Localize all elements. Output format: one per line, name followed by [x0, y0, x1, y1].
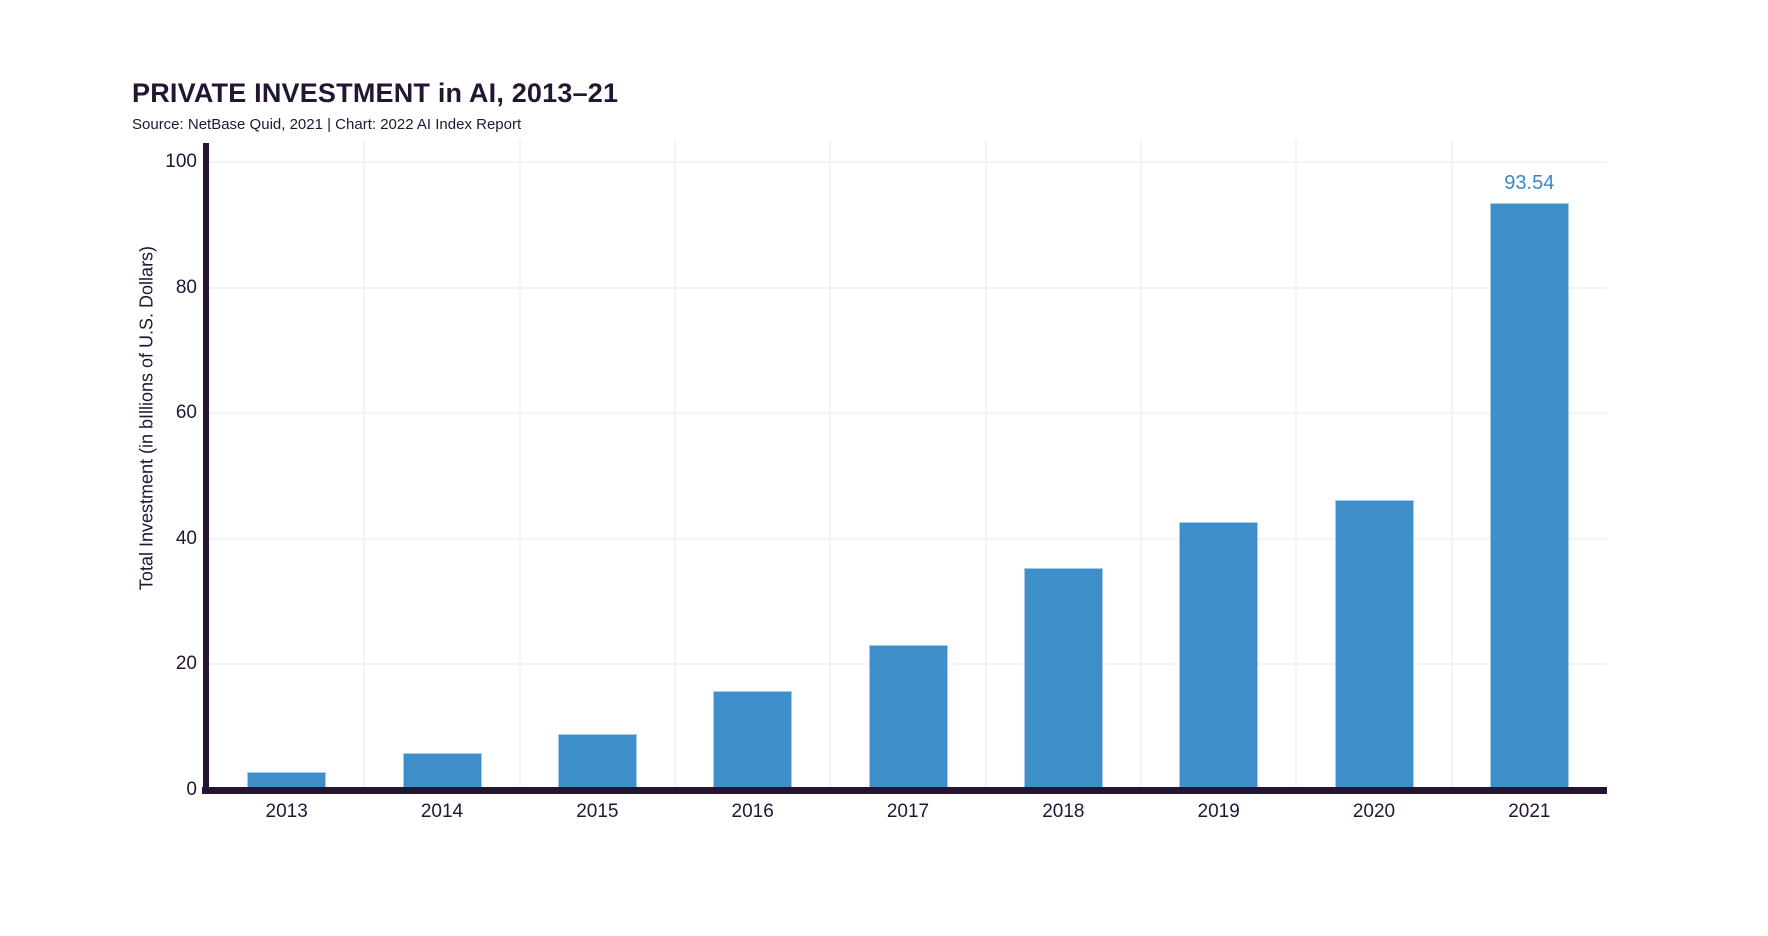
y-axis-line — [203, 143, 209, 794]
y-tick-100: 100 — [165, 151, 197, 172]
x-axis-line — [202, 787, 1607, 794]
chart-subtitle: Source: NetBase Quid, 2021 | Chart: 2022… — [132, 116, 522, 133]
gridline-horizontal-80 — [209, 286, 1607, 289]
y-tick-0: 0 — [186, 779, 197, 800]
bar-2014 — [402, 752, 482, 790]
y-tick-60: 60 — [175, 402, 197, 424]
gridline-vertical-4 — [829, 140, 832, 790]
x-tick-2020: 2020 — [1352, 801, 1396, 822]
bar-2019 — [1179, 521, 1259, 790]
y-tick-40: 40 — [175, 527, 197, 549]
bar-2015 — [557, 734, 637, 790]
x-tick-2019: 2019 — [1197, 801, 1240, 822]
gridline-vertical-1 — [363, 140, 366, 790]
x-tick-2017: 2017 — [886, 801, 930, 822]
gridline-vertical-5 — [984, 140, 987, 790]
bar-2018 — [1023, 568, 1103, 790]
bar-2020 — [1334, 499, 1414, 790]
chart-title: PRIVATE INVESTMENT in AI, 2013–21 — [132, 78, 619, 108]
bar-value-label: 93.54 — [1504, 171, 1555, 194]
gridline-vertical-8 — [1450, 140, 1453, 790]
x-tick-2015: 2015 — [576, 801, 619, 822]
x-tick-2016: 2016 — [731, 801, 774, 822]
gridline-horizontal-40 — [209, 537, 1607, 540]
gridline-vertical-3 — [674, 140, 676, 790]
gridline-vertical-7 — [1295, 140, 1298, 790]
gridline-vertical-2 — [518, 140, 521, 790]
x-tick-2021: 2021 — [1508, 801, 1551, 822]
bar-2013 — [247, 771, 327, 790]
bar-2021 — [1489, 202, 1569, 790]
x-tick-2018: 2018 — [1042, 801, 1085, 822]
x-tick-2013: 2013 — [265, 801, 308, 822]
y-tick-20: 20 — [175, 653, 197, 675]
x-tick-2014: 2014 — [420, 801, 464, 822]
bar-2016 — [713, 690, 793, 790]
plot-area — [209, 140, 1607, 790]
gridline-horizontal-60 — [209, 412, 1607, 415]
gridline-horizontal-100 — [209, 161, 1607, 163]
bar-2017 — [868, 644, 948, 790]
y-tick-80: 80 — [175, 276, 197, 298]
gridline-vertical-6 — [1140, 140, 1142, 790]
